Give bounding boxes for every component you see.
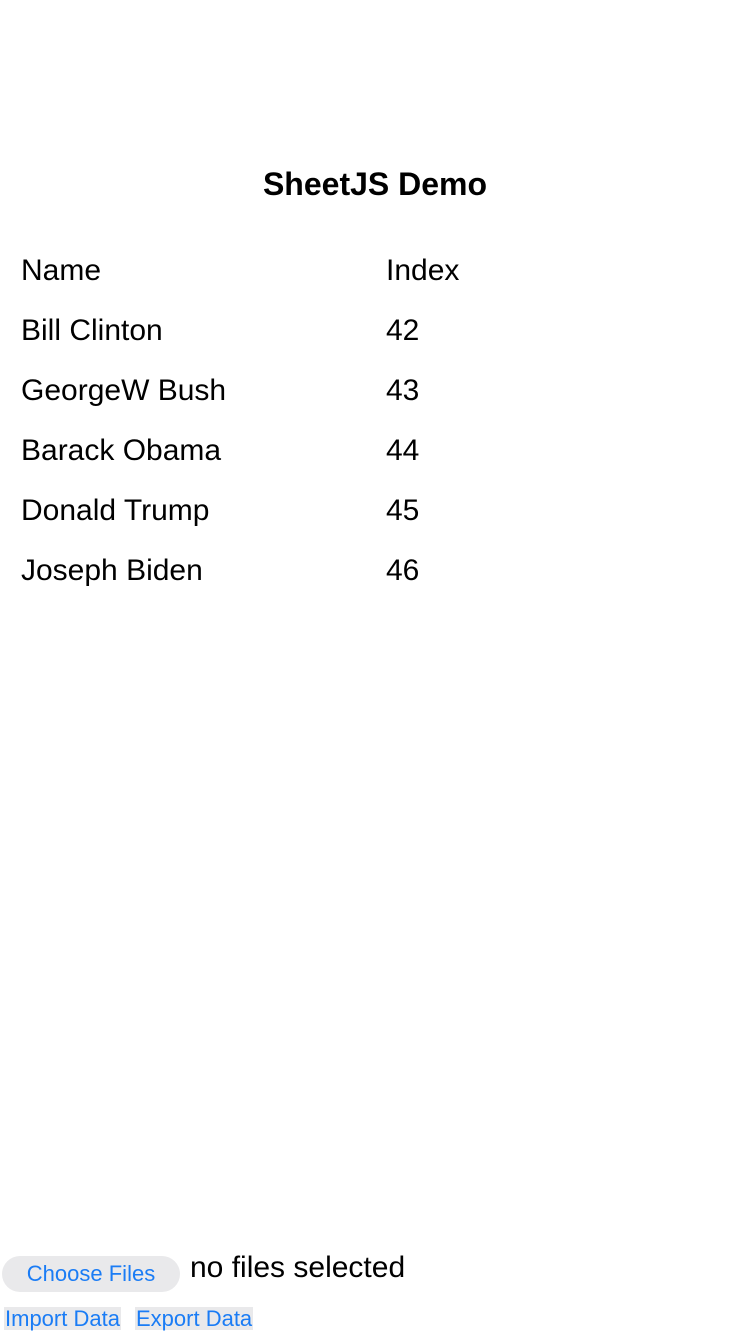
choose-files-button[interactable]: Choose Files [2, 1256, 180, 1292]
cell-name: GeorgeW Bush [21, 374, 227, 407]
cell-index: 44 [386, 434, 420, 467]
export-data-button[interactable]: Export Data [135, 1306, 254, 1331]
import-data-button[interactable]: Import Data [4, 1306, 121, 1331]
file-status: no files selected [190, 1251, 406, 1284]
table-header: Name Index [21, 251, 459, 291]
header-name: Name [21, 254, 102, 287]
cell-name: Joseph Biden [21, 554, 203, 587]
cell-index: 42 [386, 314, 420, 347]
header-index: Index [386, 254, 460, 287]
table-row: Bill Clinton 42 [21, 311, 419, 351]
cell-name: Donald Trump [21, 494, 210, 527]
page-title: SheetJS Demo [262, 166, 488, 202]
table-row: Barack Obama 44 [21, 431, 419, 471]
cell-name: Barack Obama [21, 434, 222, 467]
table-row: GeorgeW Bush 43 [21, 371, 419, 411]
cell-index: 46 [386, 554, 420, 587]
cell-index: 45 [386, 494, 420, 527]
table-row: Joseph Biden 46 [21, 551, 419, 591]
cell-name: Bill Clinton [21, 314, 163, 347]
table-row: Donald Trump 45 [21, 491, 419, 531]
cell-index: 43 [386, 374, 420, 407]
